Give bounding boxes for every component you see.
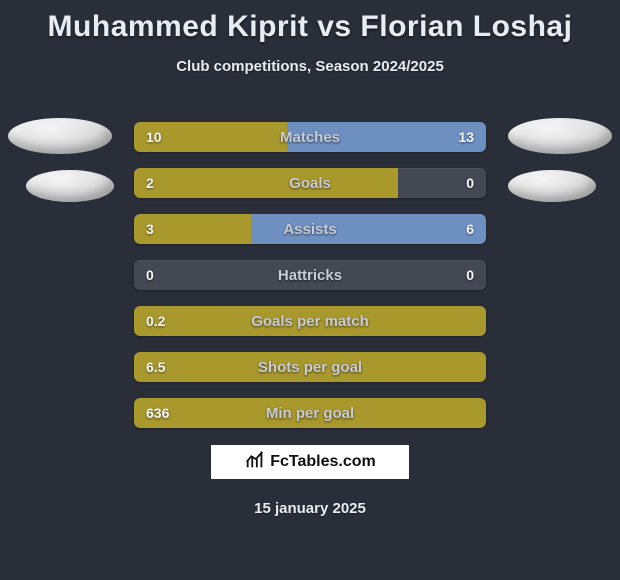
bar-left-fill bbox=[134, 352, 486, 382]
stat-row: Goals per match0.2 bbox=[134, 306, 486, 336]
bar-left-fill bbox=[134, 122, 287, 152]
bar-left-fill bbox=[134, 306, 486, 336]
brand-badge[interactable]: FcTables.com bbox=[210, 444, 410, 480]
brand-text: FcTables.com bbox=[270, 453, 376, 471]
bar-left-fill bbox=[134, 398, 486, 428]
chart-icon bbox=[244, 449, 266, 476]
player-right-avatar bbox=[508, 118, 612, 154]
stat-row: Assists36 bbox=[134, 214, 486, 244]
player-right-avatar-2 bbox=[508, 170, 596, 202]
stat-row: Matches1013 bbox=[134, 122, 486, 152]
stat-row: Shots per goal6.5 bbox=[134, 352, 486, 382]
stat-row: Hattricks0 0 bbox=[134, 260, 486, 290]
bar-right-fill bbox=[251, 214, 486, 244]
subtitle: Club competitions, Season 2024/2025 bbox=[0, 58, 620, 75]
stat-row: Goals20 bbox=[134, 168, 486, 198]
stat-value-right: 0 bbox=[466, 168, 474, 198]
generated-date: 15 january 2025 bbox=[0, 500, 620, 517]
page-title: Muhammed Kiprit vs Florian Loshaj bbox=[0, 0, 620, 44]
stat-label: Hattricks bbox=[134, 260, 486, 290]
bar-left-fill bbox=[134, 214, 251, 244]
bar-right-fill bbox=[287, 122, 486, 152]
stat-row: Min per goal636 bbox=[134, 398, 486, 428]
comparison-bars: Matches1013Goals20Assists36Hattricks00Go… bbox=[134, 122, 486, 444]
player-left-avatar bbox=[8, 118, 112, 154]
stat-value-right: 0 bbox=[466, 260, 474, 290]
stat-value-left: 0 bbox=[146, 260, 154, 290]
bar-left-fill bbox=[134, 168, 398, 198]
player-left-avatar-2 bbox=[26, 170, 114, 202]
